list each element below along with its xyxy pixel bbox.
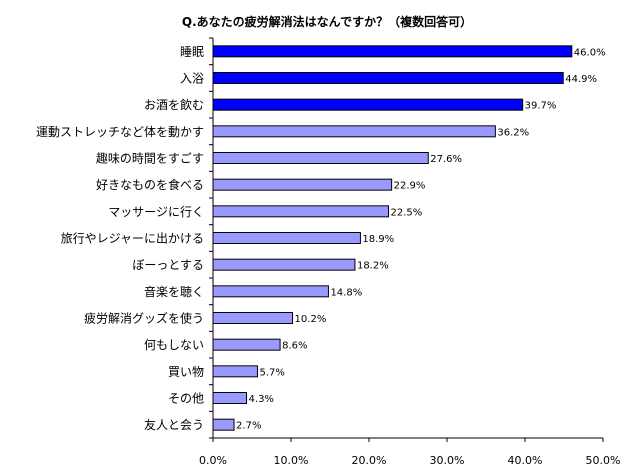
x-tick-label: 50.0% bbox=[586, 454, 621, 467]
category-label: お酒を飲む bbox=[144, 97, 204, 112]
data-label: 27.6% bbox=[430, 154, 462, 165]
category-label: 疲労解消グッズを使う bbox=[84, 311, 204, 326]
data-label: 46.0% bbox=[574, 47, 606, 58]
data-label: 22.5% bbox=[391, 207, 423, 218]
bar bbox=[212, 285, 329, 298]
x-tick-label: 10.0% bbox=[274, 454, 309, 467]
x-tick-label: 0.0% bbox=[199, 454, 227, 467]
data-label: 39.7% bbox=[525, 101, 557, 112]
category-label: 睡眠 bbox=[180, 45, 204, 59]
data-label: 36.2% bbox=[497, 127, 529, 138]
bar bbox=[212, 98, 524, 111]
data-label: 18.2% bbox=[357, 261, 389, 272]
bar bbox=[212, 72, 564, 84]
category-label: 何もしない bbox=[144, 338, 204, 352]
category-label: 友人と会う bbox=[144, 418, 204, 432]
data-label: 22.9% bbox=[394, 181, 426, 192]
bar bbox=[212, 45, 573, 58]
category-label: 趣味の時間をすごす bbox=[96, 151, 204, 166]
bar bbox=[212, 178, 393, 191]
bar bbox=[212, 365, 258, 378]
bars-layer bbox=[212, 45, 573, 431]
chart-title: Q.あなたの疲労解消法はなんですか？（複数回答可） bbox=[182, 14, 472, 29]
category-labels: 睡眠入浴お酒を飲む運動ストレッチなど体を動かす趣味の時間をすごす好きなものを食べ… bbox=[36, 45, 204, 432]
bar bbox=[212, 205, 389, 218]
x-tick-label: 40.0% bbox=[508, 454, 543, 467]
category-label: その他 bbox=[168, 392, 204, 406]
data-label: 4.3% bbox=[249, 394, 274, 405]
data-label: 44.9% bbox=[565, 74, 597, 85]
bar bbox=[212, 392, 248, 404]
category-label: 旅行やレジャーに出かける bbox=[61, 232, 204, 246]
data-label: 5.7% bbox=[259, 367, 284, 378]
bar bbox=[212, 232, 361, 244]
x-tick-label: 30.0% bbox=[430, 454, 465, 467]
value-labels: 46.0% 44.9% 39.7% 36.2% 27.6% 22.9% 22.5% 18.9%… bbox=[236, 47, 606, 431]
axis-layer: 0.0% 10.0% 20.0% 30.0% 40.0% 50.0% bbox=[199, 37, 621, 467]
bar bbox=[212, 258, 356, 271]
bar bbox=[212, 418, 235, 431]
x-tick-label: 20.0% bbox=[352, 454, 387, 467]
category-label: 好きなものを食べる bbox=[96, 177, 204, 192]
category-label: 入浴 bbox=[180, 72, 204, 86]
category-label: 運動ストレッチなど体を動かす bbox=[36, 125, 204, 139]
data-label: 14.8% bbox=[330, 287, 362, 298]
data-label: 10.2% bbox=[295, 314, 327, 325]
data-label: 2.7% bbox=[236, 421, 261, 432]
bar bbox=[212, 125, 496, 138]
bar bbox=[212, 312, 294, 324]
category-label: ぼーっとする bbox=[132, 258, 204, 272]
data-label: 8.6% bbox=[282, 341, 307, 352]
category-label: 音楽を聴く bbox=[144, 284, 204, 299]
category-label: マッサージに行く bbox=[108, 205, 204, 219]
category-label: 買い物 bbox=[168, 365, 204, 379]
bar bbox=[212, 152, 429, 164]
data-label: 18.9% bbox=[362, 234, 394, 245]
bar bbox=[212, 338, 281, 351]
